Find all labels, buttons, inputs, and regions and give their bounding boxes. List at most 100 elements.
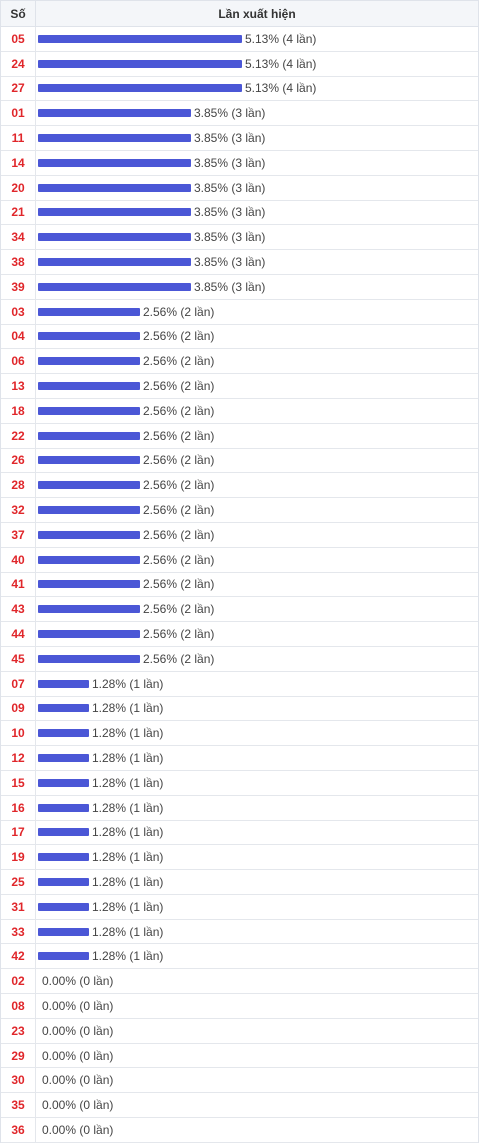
bar-cell: 1.28% (1 lần) bbox=[36, 796, 478, 820]
frequency-label: 0.00% (0 lần) bbox=[42, 1122, 114, 1137]
frequency-label: 3.85% (3 lần) bbox=[194, 106, 266, 121]
frequency-label: 2.56% (2 lần) bbox=[143, 527, 215, 542]
bar-cell: 3.85% (3 lần) bbox=[36, 275, 478, 299]
frequency-label: 3.85% (3 lần) bbox=[194, 180, 266, 195]
table-row: 10 1.28% (1 lần) bbox=[1, 721, 478, 747]
table-row: 09 1.28% (1 lần) bbox=[1, 696, 478, 722]
row-number: 01 bbox=[1, 101, 36, 126]
table-row: 05 5.13% (4 lần) bbox=[1, 27, 478, 52]
table-row: 22 2.56% (2 lần) bbox=[1, 423, 478, 449]
frequency-label: 3.85% (3 lần) bbox=[194, 255, 266, 270]
bar-cell: 0.00% (0 lần) bbox=[36, 969, 478, 993]
frequency-bar bbox=[38, 803, 89, 812]
bar-cell: 2.56% (2 lần) bbox=[36, 548, 478, 572]
row-number: 40 bbox=[1, 547, 36, 572]
frequency-label: 2.56% (2 lần) bbox=[143, 453, 215, 468]
table-row: 14 3.85% (3 lần) bbox=[1, 150, 478, 176]
table-body: 05 5.13% (4 lần) 24 5.13% (4 lần) 27 5.13% (4… bbox=[1, 27, 478, 1143]
frequency-bar bbox=[38, 778, 89, 787]
frequency-bar bbox=[38, 877, 89, 886]
row-number: 27 bbox=[1, 76, 36, 101]
bar-cell: 2.56% (2 lần) bbox=[36, 399, 478, 423]
frequency-label: 3.85% (3 lần) bbox=[194, 131, 266, 146]
bar-cell: 1.28% (1 lần) bbox=[36, 746, 478, 770]
frequency-label: 1.28% (1 lần) bbox=[92, 676, 164, 691]
bar-cell: 1.28% (1 lần) bbox=[36, 944, 478, 968]
bar-cell: 3.85% (3 lần) bbox=[36, 176, 478, 200]
frequency-label: 1.28% (1 lần) bbox=[92, 850, 164, 865]
table-row: 12 1.28% (1 lần) bbox=[1, 746, 478, 771]
table-row: 44 2.56% (2 lần) bbox=[1, 622, 478, 647]
bar-cell: 0.00% (0 lần) bbox=[36, 1019, 478, 1043]
bar-cell: 0.00% (0 lần) bbox=[36, 1044, 478, 1068]
frequency-bar bbox=[38, 927, 89, 936]
bar-cell: 1.28% (1 lần) bbox=[36, 870, 478, 894]
row-number: 37 bbox=[1, 522, 36, 547]
frequency-bar bbox=[38, 555, 140, 564]
bar-cell: 1.28% (1 lần) bbox=[36, 895, 478, 919]
frequency-label: 2.56% (2 lần) bbox=[143, 627, 215, 642]
table-row: 45 2.56% (2 lần) bbox=[1, 646, 478, 672]
table-row: 36 0.00% (0 lần) bbox=[1, 1118, 478, 1143]
table-row: 02 0.00% (0 lần) bbox=[1, 969, 478, 995]
frequency-label: 1.28% (1 lần) bbox=[92, 949, 164, 964]
row-number: 12 bbox=[1, 746, 36, 770]
frequency-bar bbox=[38, 59, 242, 68]
table-row: 11 3.85% (3 lần) bbox=[1, 126, 478, 151]
frequency-bar bbox=[38, 183, 191, 192]
frequency-bar bbox=[38, 307, 140, 316]
table-row: 03 2.56% (2 lần) bbox=[1, 299, 478, 325]
table-row: 38 3.85% (3 lần) bbox=[1, 250, 478, 275]
table-row: 40 2.56% (2 lần) bbox=[1, 547, 478, 573]
row-number: 13 bbox=[1, 374, 36, 398]
frequency-bar bbox=[38, 506, 140, 515]
row-number: 23 bbox=[1, 1018, 36, 1043]
row-number: 28 bbox=[1, 473, 36, 498]
frequency-label: 1.28% (1 lần) bbox=[92, 726, 164, 741]
frequency-bar bbox=[38, 754, 89, 762]
frequency-label: 2.56% (2 lần) bbox=[143, 602, 215, 617]
table-row: 30 0.00% (0 lần) bbox=[1, 1068, 478, 1094]
bar-cell: 3.85% (3 lần) bbox=[36, 201, 478, 225]
row-number: 36 bbox=[1, 1118, 36, 1142]
bar-cell: 1.28% (1 lần) bbox=[36, 920, 478, 944]
row-number: 29 bbox=[1, 1043, 36, 1068]
bar-cell: 3.85% (3 lần) bbox=[36, 101, 478, 125]
bar-cell: 1.28% (1 lần) bbox=[36, 845, 478, 869]
row-number: 10 bbox=[1, 721, 36, 746]
row-number: 43 bbox=[1, 597, 36, 622]
frequency-label: 2.56% (2 lần) bbox=[143, 577, 215, 592]
bar-cell: 1.28% (1 lần) bbox=[36, 721, 478, 745]
frequency-label: 2.56% (2 lần) bbox=[143, 403, 215, 418]
row-number: 11 bbox=[1, 126, 36, 150]
frequency-label: 2.56% (2 lần) bbox=[143, 379, 215, 394]
frequency-label: 1.28% (1 lần) bbox=[92, 775, 164, 790]
frequency-label: 1.28% (1 lần) bbox=[92, 751, 164, 765]
frequency-bar bbox=[38, 580, 140, 589]
frequency-bar bbox=[38, 208, 191, 217]
row-number: 24 bbox=[1, 51, 36, 76]
frequency-label: 3.85% (3 lần) bbox=[194, 155, 266, 170]
frequency-bar bbox=[38, 34, 242, 43]
table-row: 16 1.28% (1 lần) bbox=[1, 795, 478, 821]
row-number: 16 bbox=[1, 795, 36, 820]
bar-cell: 1.28% (1 lần) bbox=[36, 821, 478, 845]
row-number: 20 bbox=[1, 175, 36, 200]
bar-cell: 2.56% (2 lần) bbox=[36, 647, 478, 671]
row-number: 35 bbox=[1, 1093, 36, 1118]
bar-cell: 2.56% (2 lần) bbox=[36, 473, 478, 497]
row-number: 42 bbox=[1, 944, 36, 969]
bar-cell: 3.85% (3 lần) bbox=[36, 126, 478, 150]
frequency-label: 1.28% (1 lần) bbox=[92, 874, 164, 889]
table-row: 06 2.56% (2 lần) bbox=[1, 349, 478, 375]
row-number: 44 bbox=[1, 622, 36, 646]
frequency-label: 5.13% (4 lần) bbox=[245, 81, 317, 96]
bar-cell: 0.00% (0 lần) bbox=[36, 1118, 478, 1142]
frequency-label: 2.56% (2 lần) bbox=[143, 503, 215, 518]
table-header: Số Lần xuất hiện bbox=[1, 0, 478, 27]
row-number: 41 bbox=[1, 572, 36, 597]
row-number: 07 bbox=[1, 671, 36, 696]
table-row: 01 3.85% (3 lần) bbox=[1, 101, 478, 127]
bar-cell: 2.56% (2 lần) bbox=[36, 498, 478, 522]
